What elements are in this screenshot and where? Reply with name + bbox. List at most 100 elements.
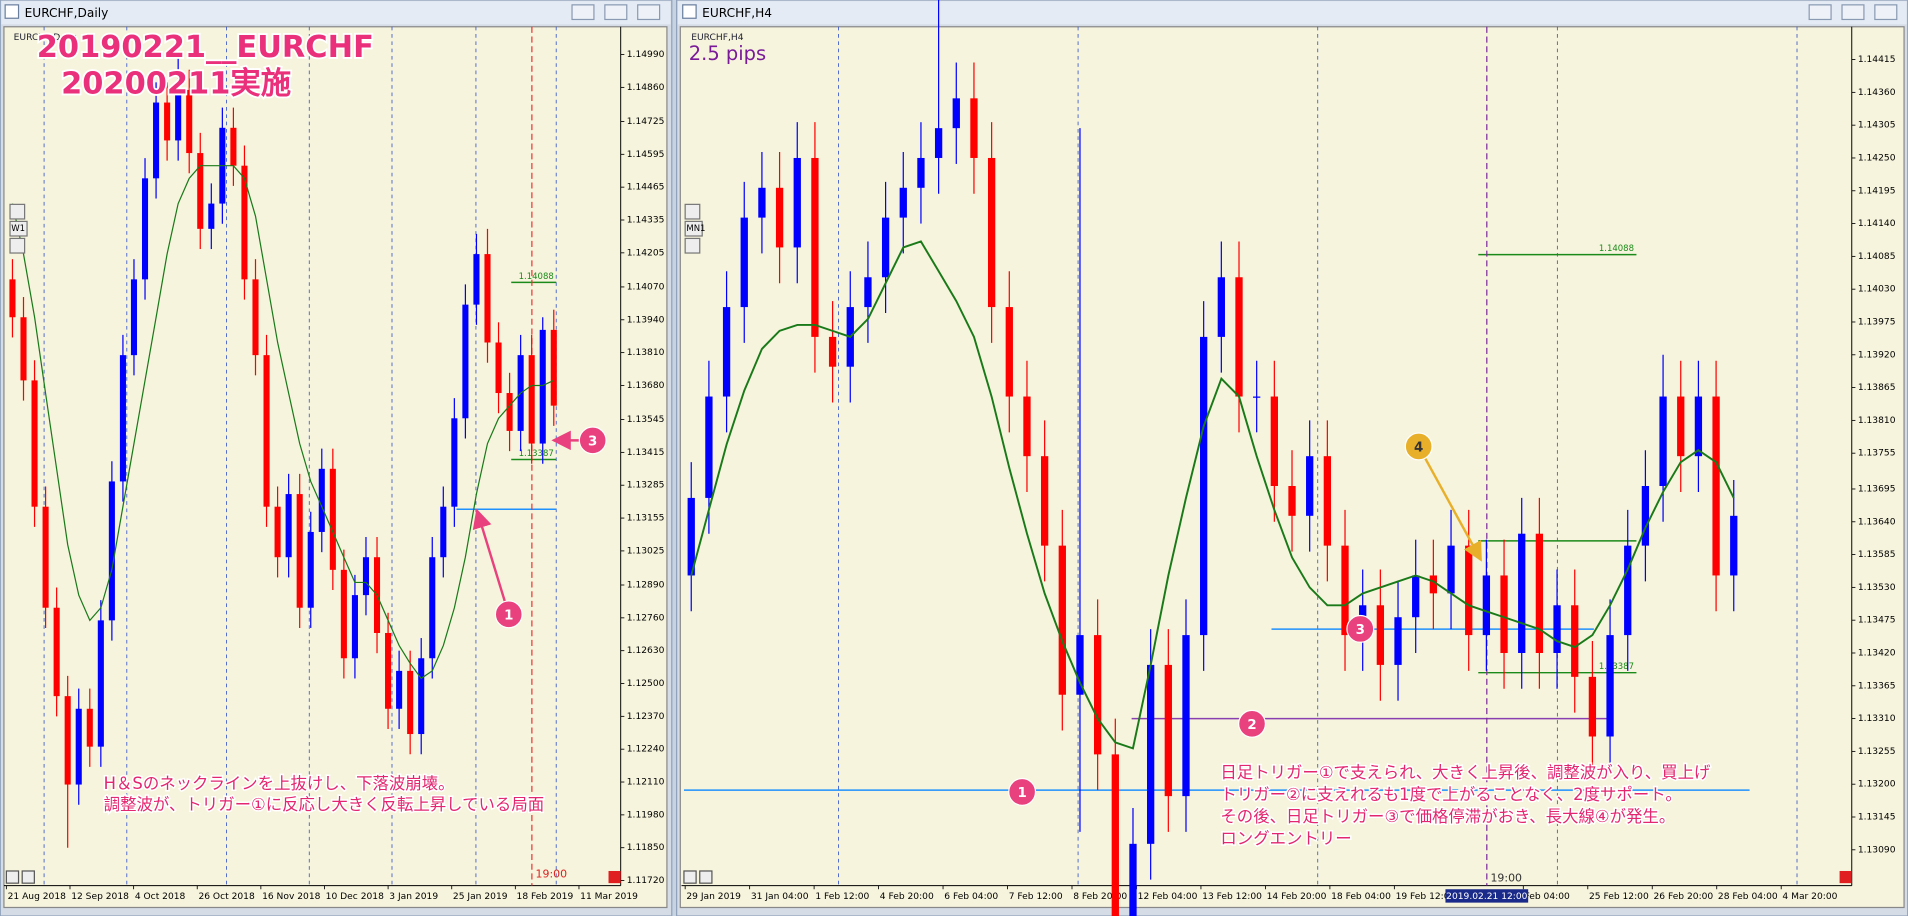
candle-body (1659, 396, 1667, 486)
title-bar (677, 1, 1907, 25)
candle-body (451, 418, 458, 507)
level-label: 1.13387 (1599, 662, 1634, 672)
candle-body (31, 380, 38, 507)
candle-body (1730, 515, 1738, 576)
candle-body (141, 178, 149, 280)
y-tick-label: 1.13255 (1858, 747, 1896, 757)
x-tick-label: 13 Feb 12:00 (1202, 892, 1262, 902)
candle-body (1376, 605, 1385, 665)
scroll-down[interactable] (684, 237, 701, 254)
candle-body (1288, 485, 1296, 516)
window-title: EURCHF,Daily (25, 6, 109, 20)
scroll-up[interactable] (684, 203, 701, 220)
x-tick-label: 29 Jan 2019 (686, 892, 741, 902)
scroll-up[interactable] (9, 203, 26, 220)
candle-body (1571, 605, 1579, 677)
y-tick-label: 1.14205 (627, 248, 665, 258)
candle-body (75, 708, 82, 785)
timeframe-label: W1 (11, 224, 25, 234)
marker-circle (1238, 709, 1267, 738)
candle-body (811, 157, 819, 337)
toolbar-icon[interactable] (21, 870, 35, 884)
y-tick-label: 1.12890 (627, 580, 665, 590)
y-tick-label: 1.14725 (627, 117, 665, 127)
marker-circle (578, 426, 607, 455)
y-tick-label: 1.13865 (1858, 383, 1896, 393)
candle-body (952, 98, 960, 129)
y-tick-label: 1.13810 (627, 348, 665, 358)
candle-body (1270, 396, 1278, 486)
scroll-marker[interactable] (1839, 870, 1852, 884)
candle-body (1235, 277, 1243, 397)
candle-body (793, 157, 801, 248)
headline: 20200211実施 (61, 67, 291, 102)
maximize-button[interactable] (1841, 4, 1865, 21)
candle-body (130, 279, 138, 356)
candle-body (329, 468, 336, 570)
candle-body (1482, 575, 1491, 636)
candle-body (407, 670, 414, 735)
note-line: H＆Sのネックラインを上抜けし、下落波崩壊。 (104, 774, 455, 793)
marker-label: 2 (1247, 718, 1256, 733)
candle-body (1624, 545, 1632, 636)
candle-body (1093, 635, 1102, 755)
timeframe-label: MN1 (686, 224, 705, 234)
candle-body (86, 708, 93, 747)
y-tick-label: 1.13920 (1858, 350, 1896, 360)
marker-label: 3 (588, 435, 597, 450)
window-title: EURCHF,H4 (702, 6, 772, 20)
candle-body (197, 153, 204, 229)
candle-body (1465, 545, 1473, 636)
candle-body (1217, 277, 1225, 337)
toolbar-icon[interactable] (5, 870, 20, 884)
timeframe-button[interactable] (9, 220, 28, 237)
toolbar-icon[interactable] (683, 870, 697, 884)
close-button[interactable] (637, 4, 661, 21)
scroll-down[interactable] (9, 237, 26, 254)
note-line: その後、日足トリガー③で価格停滞がおき、長大線④が発生。 (1220, 807, 1675, 826)
window-icon (4, 4, 20, 19)
minimize-button[interactable] (1808, 4, 1832, 21)
candle-body (429, 557, 436, 659)
x-tick-label: 18 Feb 2019 (517, 892, 574, 902)
y-tick-label: 1.14250 (1858, 153, 1896, 163)
candle-body (175, 89, 182, 141)
minimize-button[interactable] (571, 4, 595, 21)
candle-body (899, 187, 907, 218)
candle-body (1076, 635, 1084, 695)
headline: 20190221__EURCHF (37, 30, 374, 65)
y-tick-label: 1.13200 (1858, 780, 1896, 790)
y-tick-label: 1.13755 (1858, 449, 1896, 459)
candle-body (1147, 664, 1155, 844)
candle-body (1005, 307, 1013, 397)
marker-circle (1404, 432, 1433, 461)
candle-body (1394, 617, 1402, 665)
y-tick-label: 1.14140 (1858, 219, 1896, 229)
candle-body (64, 696, 71, 785)
scroll-marker[interactable] (608, 870, 621, 884)
candle-body (1535, 533, 1544, 653)
marker-label: 1 (1017, 786, 1026, 801)
note-line: 日足トリガー①で支えられ、大きく上昇後、調整波が入り、買上げ (1220, 763, 1711, 782)
candle-body (473, 254, 480, 305)
toolbar-icon[interactable] (699, 870, 713, 884)
candle-body (351, 595, 358, 659)
timeframe-button[interactable] (684, 220, 703, 237)
time-label: 19:00 (536, 868, 568, 881)
y-tick-label: 1.14030 (1858, 285, 1896, 295)
candle-body (1253, 396, 1261, 398)
y-tick-label: 1.13155 (627, 514, 665, 524)
maximize-button[interactable] (604, 4, 628, 21)
candle-body (153, 102, 160, 179)
x-tick-label: 18 Feb 04:00 (1331, 892, 1391, 902)
candle-body (1323, 456, 1332, 546)
x-tick-label: 25 Jan 2019 (453, 892, 508, 902)
x-tick-label: 6 Feb 04:00 (944, 892, 998, 902)
y-tick-label: 1.13090 (1858, 845, 1896, 855)
close-button[interactable] (1874, 4, 1898, 21)
candle-body (1677, 396, 1685, 457)
y-tick-label: 1.14465 (627, 183, 665, 193)
symbol-label: EURCHF,Daily (14, 33, 77, 43)
y-tick-label: 1.12500 (627, 679, 665, 689)
